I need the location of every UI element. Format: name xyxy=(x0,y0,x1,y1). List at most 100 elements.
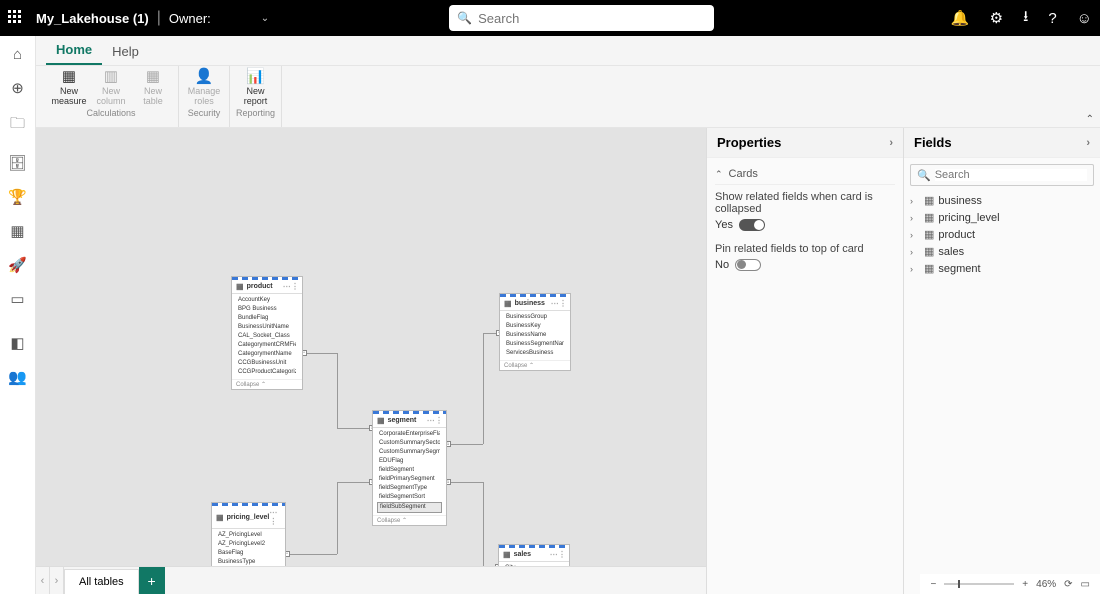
home-icon[interactable]: ⌂ xyxy=(13,46,22,63)
download-icon[interactable]: ⭳ xyxy=(1023,6,1028,31)
chevron-right-icon: › xyxy=(910,264,920,274)
new-table-button[interactable]: ▦New table xyxy=(134,68,172,106)
table-card-product[interactable]: ▦product ⋯ ⋮ AccountKeyBPG BusinessBundleF… xyxy=(231,276,303,390)
add-diagram-button[interactable]: + xyxy=(139,567,165,594)
table-title: pricing_level xyxy=(227,514,270,521)
table-icon: ▦ xyxy=(924,211,934,224)
my-workspace-icon[interactable]: 👥 xyxy=(8,368,27,386)
properties-collapse-icon[interactable]: › xyxy=(889,137,893,149)
feedback-icon[interactable]: ☺ xyxy=(1077,10,1092,27)
owner-dropdown[interactable]: ⌄ xyxy=(261,13,269,24)
table-fields: AccountKeyBPG BusinessBundleFlagBusiness… xyxy=(232,294,302,379)
fields-panel: Fields › 🔍 ›▦business›▦pricing_level›▦pr… xyxy=(903,128,1100,594)
table-card-business[interactable]: ▦business⋯ ⋮BusinessGroupBusinessKeyBusi… xyxy=(499,293,571,371)
field-table-business[interactable]: › ▦ business xyxy=(910,192,1094,209)
cards-section-header[interactable]: ⌃Cards xyxy=(715,164,895,185)
properties-panel: Properties › ⌃Cards Show related fields … xyxy=(706,128,903,594)
show-related-toggle[interactable] xyxy=(739,219,765,231)
field-table-label: segment xyxy=(938,263,980,275)
pin-related-label: Pin related fields to top of card xyxy=(715,243,895,255)
properties-title: Properties xyxy=(717,135,781,150)
field-table-segment[interactable]: › ▦ segment xyxy=(910,260,1094,277)
manage-roles-button[interactable]: 👤Manage roles xyxy=(185,68,223,106)
card-menu-icon[interactable]: ⋯ ⋮ xyxy=(283,282,298,291)
deploy-icon[interactable]: 🚀 xyxy=(8,256,27,274)
table-card-sales[interactable]: ▦sales⋯ ⋮CityCOGSgrossSalesTimeCollapse … xyxy=(498,544,570,566)
chevron-right-icon: › xyxy=(910,230,920,240)
table-icon: ▦ xyxy=(216,513,224,522)
settings-icon[interactable]: ⚙ xyxy=(990,9,1003,27)
card-collapse[interactable]: Collapse ⌃ xyxy=(232,379,302,389)
app-launcher-icon[interactable] xyxy=(8,10,24,26)
goals-icon[interactable]: 🏆 xyxy=(8,188,27,206)
field-table-label: business xyxy=(938,195,981,207)
field-table-product[interactable]: ›▦product xyxy=(910,226,1094,243)
pin-related-toggle[interactable] xyxy=(735,259,761,271)
left-nav-rail: ⌂ ⊕ 🗀 🗄 🏆 ▦ 🚀 ▭ ◧ 👥 xyxy=(0,36,36,594)
card-menu-icon[interactable]: ⋯ ⋮ xyxy=(551,299,566,308)
card-collapse[interactable]: Collapse ⌃ xyxy=(500,360,570,370)
group-calculations-label: Calculations xyxy=(86,108,135,118)
table-icon: ▦ xyxy=(377,416,385,425)
notifications-icon[interactable]: 🔔 xyxy=(951,9,970,27)
fields-search-input[interactable] xyxy=(935,169,1087,181)
table-card-pricing_level[interactable]: ▦pricing_level⋯ ⋮ AZ_PricingLevelAZ_Prici… xyxy=(211,502,286,566)
fit-to-screen-icon[interactable]: ⟳ xyxy=(1064,579,1072,590)
ribbon: ▦New measure ▥New column ▦New table Calc… xyxy=(36,66,1100,128)
card-menu-icon[interactable]: ⋯ ⋮ xyxy=(269,508,281,526)
table-icon: ▦ xyxy=(924,194,934,207)
fullscreen-icon[interactable]: ▭ xyxy=(1081,579,1090,590)
ribbon-collapse-icon[interactable]: ⌃ xyxy=(1086,114,1094,125)
table-fields: BusinessGroupBusinessKeyBusinessNameBusi… xyxy=(500,311,570,360)
table-title: product xyxy=(247,283,273,290)
group-security-label: Security xyxy=(188,108,221,118)
tab-help[interactable]: Help xyxy=(102,38,149,65)
card-menu-icon[interactable]: ⋯ ⋮ xyxy=(550,550,565,559)
fields-collapse-icon[interactable]: › xyxy=(1086,137,1090,149)
field-table-pricing_level[interactable]: ›▦pricing_level xyxy=(910,209,1094,226)
table-icon: ▦ xyxy=(924,262,934,275)
prev-diagram-icon[interactable]: ‹ xyxy=(36,567,50,594)
help-icon[interactable]: ? xyxy=(1048,10,1056,27)
field-table-label: sales xyxy=(938,246,964,258)
new-column-button[interactable]: ▥New column xyxy=(92,68,130,106)
apps-icon[interactable]: ▦ xyxy=(10,222,24,240)
next-diagram-icon[interactable]: › xyxy=(50,567,64,594)
show-related-label: Show related fields when card is collaps… xyxy=(715,191,895,215)
search-icon: 🔍 xyxy=(457,11,472,25)
search-input[interactable] xyxy=(478,11,706,26)
create-icon[interactable]: ⊕ xyxy=(11,79,24,97)
status-bar: − + 46% ⟳ ▭ xyxy=(920,574,1100,594)
tab-home[interactable]: Home xyxy=(46,36,102,65)
workspaces-icon[interactable]: ◧ xyxy=(10,334,24,352)
owner-label: Owner: xyxy=(169,11,211,26)
table-card-segment[interactable]: ▦segment⋯ ⋮CorporateEnterpriseFlagCustom… xyxy=(372,410,447,526)
all-tables-tab[interactable]: All tables xyxy=(64,569,139,594)
card-menu-icon[interactable]: ⋯ ⋮ xyxy=(427,416,442,425)
zoom-out-icon[interactable]: − xyxy=(930,579,936,590)
zoom-in-icon[interactable]: + xyxy=(1022,579,1028,590)
field-table-sales[interactable]: ›▦sales xyxy=(910,243,1094,260)
model-canvas[interactable]: * 1 1 * * 1 xyxy=(36,128,706,566)
chevron-right-icon: › xyxy=(910,196,920,206)
global-search[interactable]: 🔍 xyxy=(449,5,714,31)
top-bar: My_Lakehouse (1) | Owner: ⌄ 🔍 🔔 ⚙ ⭳ ? ☺ xyxy=(0,0,1100,36)
fields-search[interactable]: 🔍 xyxy=(910,164,1094,186)
table-title: business xyxy=(515,300,545,307)
fields-title: Fields xyxy=(914,135,952,150)
field-table-label: product xyxy=(938,229,975,241)
ribbon-tabs: Home Help xyxy=(36,36,1100,66)
card-collapse[interactable]: Collapse ⌃ xyxy=(373,515,446,525)
table-icon: ▦ xyxy=(236,282,244,291)
new-measure-button[interactable]: ▦New measure xyxy=(50,68,88,106)
table-icon: ▦ xyxy=(503,550,511,559)
new-report-button[interactable]: 📊New report xyxy=(237,68,275,106)
table-fields: CorporateEnterpriseFlagCustomSummarySect… xyxy=(373,428,446,515)
table-fields: AZ_PricingLevelAZ_PricingLevel2BaseFlagB… xyxy=(212,529,285,566)
data-hub-icon[interactable]: 🗄 xyxy=(8,154,27,172)
chevron-right-icon: › xyxy=(910,213,920,223)
table-title: sales xyxy=(514,551,532,558)
browse-icon[interactable]: 🗀 xyxy=(10,113,25,138)
learn-icon[interactable]: ▭ xyxy=(10,290,24,308)
zoom-slider[interactable] xyxy=(944,583,1014,585)
